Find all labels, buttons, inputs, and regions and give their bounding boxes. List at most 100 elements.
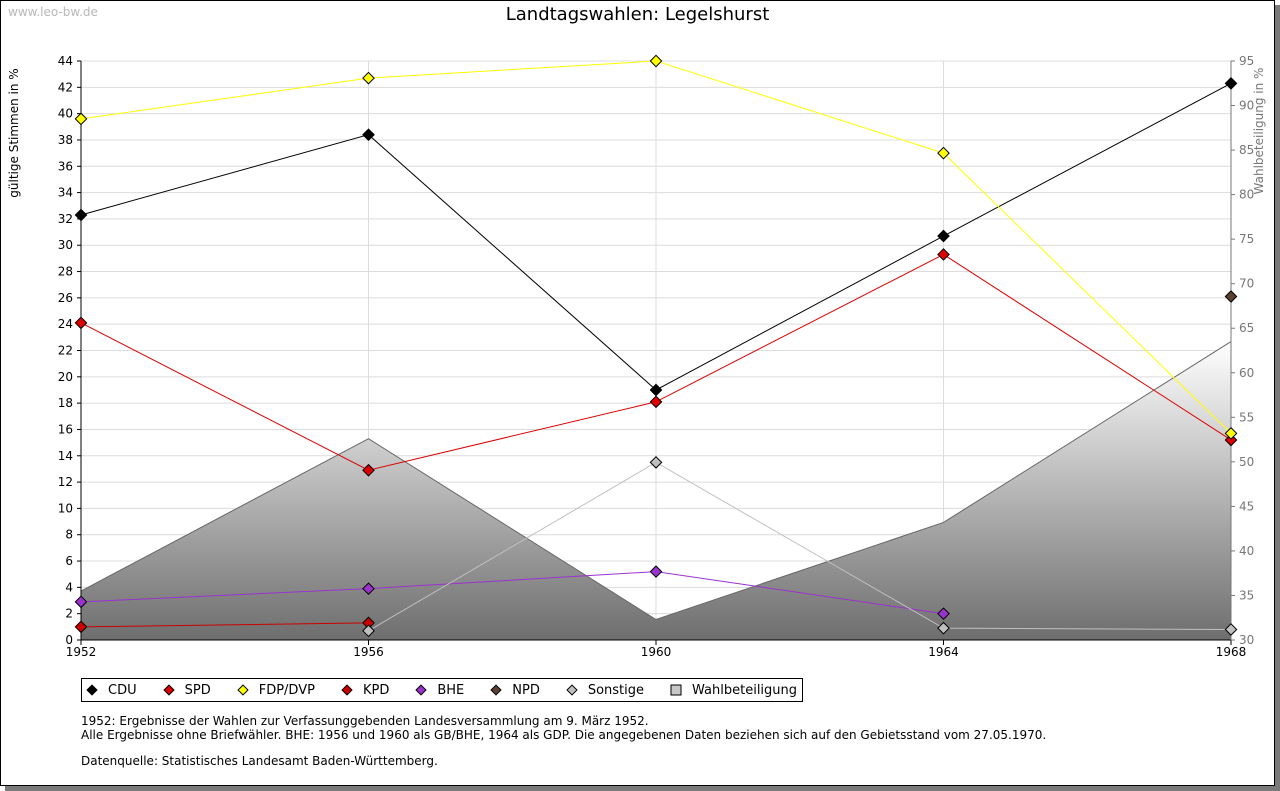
y2-tick-label: 75 xyxy=(1239,232,1254,246)
y2-tick-label: 95 xyxy=(1239,54,1254,68)
legend-label: SPD xyxy=(184,682,211,698)
turnout-line xyxy=(80,341,1232,621)
legend-diamond-icon xyxy=(162,684,175,696)
data-point xyxy=(362,71,375,85)
data-point xyxy=(1224,427,1238,440)
x-tick-label: 1952 xyxy=(66,645,97,659)
legend-item: FDP/DVP xyxy=(237,683,315,698)
y-tick-label: 26 xyxy=(58,291,73,305)
note-line-2: Alle Ergebnisse ohne Briefwähler. BHE: 1… xyxy=(81,728,1047,742)
legend-item: KPD xyxy=(341,683,389,698)
y-tick-label: 32 xyxy=(58,212,73,226)
y2-tick-label: 30 xyxy=(1239,633,1254,647)
legend-square-icon xyxy=(670,684,682,696)
data-point xyxy=(649,54,663,68)
y-tick-label: 44 xyxy=(58,54,73,68)
data-point xyxy=(1224,77,1238,90)
turnout-area xyxy=(81,341,1231,640)
y-tick-label: 0 xyxy=(65,633,73,647)
data-point xyxy=(74,316,88,330)
data-point xyxy=(937,607,950,621)
y-tick-label: 2 xyxy=(65,607,73,621)
data-point xyxy=(649,395,663,409)
data-point xyxy=(362,582,375,596)
y2-tick-label: 60 xyxy=(1239,366,1254,380)
data-point xyxy=(937,248,950,261)
x-tick-label: 1960 xyxy=(641,645,672,659)
note-line-3: Datenquelle: Statistisches Landesamt Bad… xyxy=(81,754,438,768)
series-line-sonstige xyxy=(368,461,1232,632)
data-point xyxy=(362,128,375,142)
data-point xyxy=(937,229,950,243)
legend-item: BHE xyxy=(415,683,464,698)
data-point xyxy=(74,620,88,634)
legend-diamond-icon xyxy=(86,684,98,696)
y2-tick-label: 65 xyxy=(1239,321,1254,335)
data-point xyxy=(362,616,375,630)
y-tick-label: 34 xyxy=(58,186,73,200)
y-tick-label: 30 xyxy=(58,238,73,252)
chart-notes: 1952: Ergebnisse der Wahlen zur Verfassu… xyxy=(81,714,1046,768)
y-tick-label: 4 xyxy=(65,580,73,594)
y-tick-label: 16 xyxy=(58,422,73,436)
y-tick-label: 28 xyxy=(58,265,73,279)
legend-item: NPD xyxy=(490,683,540,698)
y-tick-label: 10 xyxy=(58,501,73,515)
y2-tick-label: 55 xyxy=(1239,410,1254,424)
series-line-bhe xyxy=(80,571,944,615)
y2-tick-label: 35 xyxy=(1239,588,1254,602)
data-point xyxy=(1224,623,1238,636)
legend-item: Wahlbeteiligung xyxy=(670,683,797,698)
legend-diamond-icon xyxy=(341,684,353,696)
data-point xyxy=(937,146,950,160)
y-tick-label: 18 xyxy=(58,396,73,410)
y2-tick-label: 50 xyxy=(1239,455,1254,469)
y2-tick-label: 40 xyxy=(1239,544,1254,558)
data-point xyxy=(74,208,88,222)
legend-label: CDU xyxy=(108,682,137,698)
y2-tick-label: 80 xyxy=(1239,188,1254,202)
y2-tick-label: 45 xyxy=(1239,499,1254,513)
data-point xyxy=(649,383,663,397)
y-tick-label: 36 xyxy=(58,159,73,173)
legend-diamond-icon xyxy=(490,684,502,696)
legend-label: BHE xyxy=(437,682,465,698)
y-tick-label: 38 xyxy=(58,133,73,147)
y-tick-label: 40 xyxy=(58,107,73,121)
legend-label: KPD xyxy=(362,682,390,698)
chart-legend: CDU SPD FDP/DVP KPD BHE NPD Sonstige Wahlbeteil… xyxy=(81,678,804,702)
y-tick-label: 22 xyxy=(58,344,73,358)
series-line-kpd xyxy=(80,622,369,628)
y-tick-label: 42 xyxy=(58,80,73,94)
legend-diamond-icon xyxy=(415,684,427,696)
legend-label: FDP/DVP xyxy=(258,682,315,698)
data-point xyxy=(649,455,663,469)
chart-plot: 0246810121416182022242628303234363840424… xyxy=(7,54,1266,659)
y-tick-label: 12 xyxy=(58,475,73,489)
y-axis-label: gültige Stimmen in % xyxy=(7,68,21,197)
y2-tick-label: 70 xyxy=(1239,277,1254,291)
legend-diamond-icon xyxy=(237,684,249,696)
legend-item: SPD xyxy=(162,682,211,698)
legend-label: Sonstige xyxy=(587,682,645,698)
note-line-1: 1952: Ergebnisse der Wahlen zur Verfassu… xyxy=(81,714,649,728)
x-tick-label: 1968 xyxy=(1216,645,1247,659)
data-point xyxy=(1224,290,1238,303)
y2-tick-label: 85 xyxy=(1239,143,1254,157)
legend-label: Wahlbeteiligung xyxy=(692,682,798,698)
data-point xyxy=(649,565,663,578)
y2-tick-label: 90 xyxy=(1239,99,1254,113)
x-tick-label: 1956 xyxy=(353,645,384,659)
legend-item: Sonstige xyxy=(566,683,644,698)
legend-label: NPD xyxy=(512,682,540,698)
y-tick-label: 14 xyxy=(58,449,73,463)
data-point xyxy=(74,595,88,609)
data-point xyxy=(74,112,88,126)
data-point xyxy=(362,624,375,638)
data-point xyxy=(362,463,375,477)
legend-diamond-icon xyxy=(566,684,578,696)
watermark: www.leo-bw.de xyxy=(8,5,98,19)
x-tick-label: 1964 xyxy=(928,645,959,659)
data-point xyxy=(1224,433,1238,447)
